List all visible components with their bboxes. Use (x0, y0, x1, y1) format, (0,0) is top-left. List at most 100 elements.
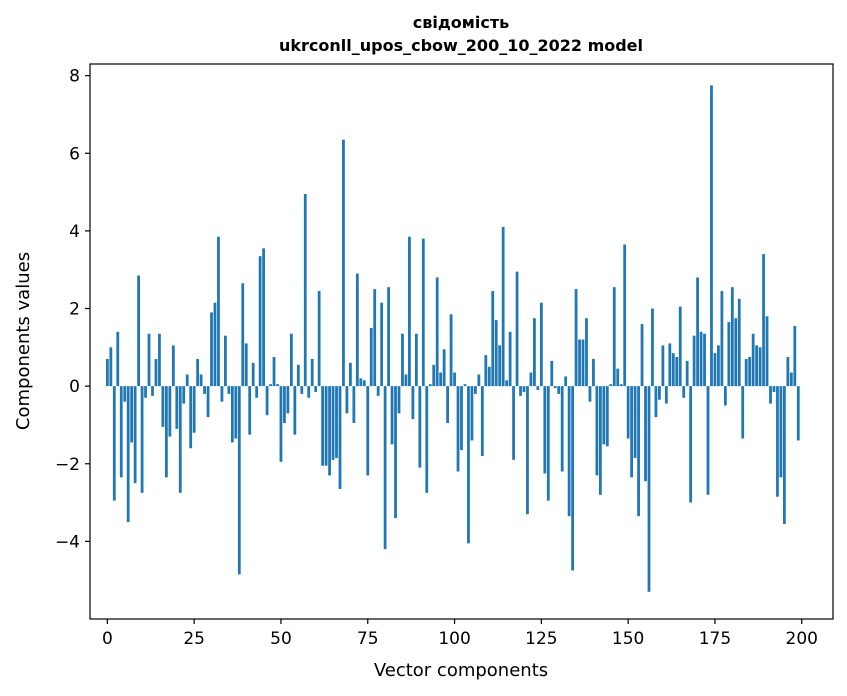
bar-182 (737, 298, 741, 387)
bar-173 (706, 386, 710, 495)
y-tick-label: −4 (55, 532, 80, 552)
bar-67 (338, 386, 342, 489)
bar-54 (293, 386, 297, 435)
bar-181 (734, 318, 738, 387)
bar-180 (730, 287, 734, 387)
bar-24 (189, 386, 193, 449)
bar-184 (744, 358, 748, 387)
bar-73 (359, 378, 363, 387)
bar-3 (116, 331, 120, 387)
bar-188 (758, 347, 762, 387)
bar-140 (592, 358, 595, 387)
bar-80 (383, 386, 387, 550)
bar-136 (578, 339, 581, 387)
bar-4 (119, 386, 123, 478)
bar-0 (105, 358, 109, 387)
bar-51 (283, 386, 286, 423)
bar-86 (404, 374, 408, 387)
bar-152 (633, 386, 637, 458)
bar-130 (557, 386, 561, 394)
bar-109 (484, 355, 488, 387)
bar-59 (310, 358, 314, 387)
bar-164 (675, 357, 679, 387)
bar-193 (776, 386, 779, 497)
bar-11 (144, 386, 147, 398)
bar-115 (505, 380, 509, 387)
bar-170 (696, 277, 699, 387)
bar-154 (640, 324, 644, 387)
bar-125 (539, 302, 543, 387)
bar-33 (220, 386, 224, 402)
bar-48 (272, 357, 276, 387)
y-tick-label: 2 (69, 300, 80, 320)
bar-122 (529, 372, 533, 387)
bar-114 (501, 227, 505, 387)
bar-105 (470, 386, 474, 441)
bar-168 (689, 386, 693, 503)
y-tick-label: 0 (69, 377, 80, 397)
bar-75 (366, 386, 370, 476)
bar-135 (574, 289, 578, 387)
bar-172 (703, 333, 706, 387)
bar-112 (494, 320, 498, 387)
bar-18 (168, 386, 172, 437)
bar-87 (408, 236, 411, 387)
bar-146 (612, 287, 616, 387)
bar-26 (196, 358, 200, 387)
bar-186 (751, 333, 755, 387)
bar-72 (355, 273, 359, 387)
bar-64 (328, 386, 331, 476)
bar-175 (713, 353, 717, 387)
bar-197 (789, 372, 793, 387)
bar-179 (727, 322, 731, 387)
bar-196 (786, 357, 790, 387)
bar-100 (453, 372, 456, 387)
bar-83 (394, 386, 397, 519)
bar-151 (630, 386, 634, 478)
bar-155 (644, 386, 647, 482)
x-tick-label: 50 (270, 629, 292, 649)
bar-159 (658, 386, 661, 400)
bar-145 (609, 384, 613, 387)
bar-187 (755, 345, 759, 387)
bar-42 (251, 362, 255, 387)
y-tick-label: 6 (69, 144, 80, 164)
bar-141 (595, 386, 599, 476)
bar-147 (616, 368, 620, 387)
bar-191 (769, 386, 772, 404)
bar-12 (147, 333, 151, 387)
bar-76 (369, 327, 373, 387)
bar-126 (543, 386, 547, 474)
bar-132 (564, 376, 568, 387)
bar-102 (460, 386, 463, 451)
chart-title: свідомість (413, 13, 509, 32)
bar-178 (723, 386, 727, 406)
bar-165 (678, 306, 682, 387)
bar-107 (477, 374, 481, 387)
bar-99 (449, 314, 453, 387)
y-axis-ticks: −4 −2 0 2 4 6 8 (55, 67, 90, 552)
x-tick-label: 200 (786, 629, 818, 649)
bar-128 (550, 360, 554, 387)
bar-149 (623, 244, 627, 387)
bar-119 (519, 386, 522, 396)
y-axis-label: Components values (13, 252, 34, 430)
bar-6 (126, 386, 130, 522)
bar-7 (130, 386, 134, 443)
bar-134 (571, 386, 574, 571)
x-tick-label: 125 (525, 629, 557, 649)
bar-21 (178, 386, 182, 493)
bar-69 (345, 386, 349, 414)
y-tick-label: 8 (69, 67, 80, 87)
bar-91 (421, 238, 425, 387)
bar-103 (463, 384, 467, 387)
x-tick-label: 25 (183, 629, 205, 649)
bar-60 (314, 386, 318, 392)
bar-13 (151, 386, 154, 396)
bar-74 (362, 380, 366, 387)
bar-137 (581, 339, 585, 387)
bar-19 (171, 345, 175, 387)
bar-127 (546, 386, 550, 501)
bar-133 (567, 386, 571, 517)
